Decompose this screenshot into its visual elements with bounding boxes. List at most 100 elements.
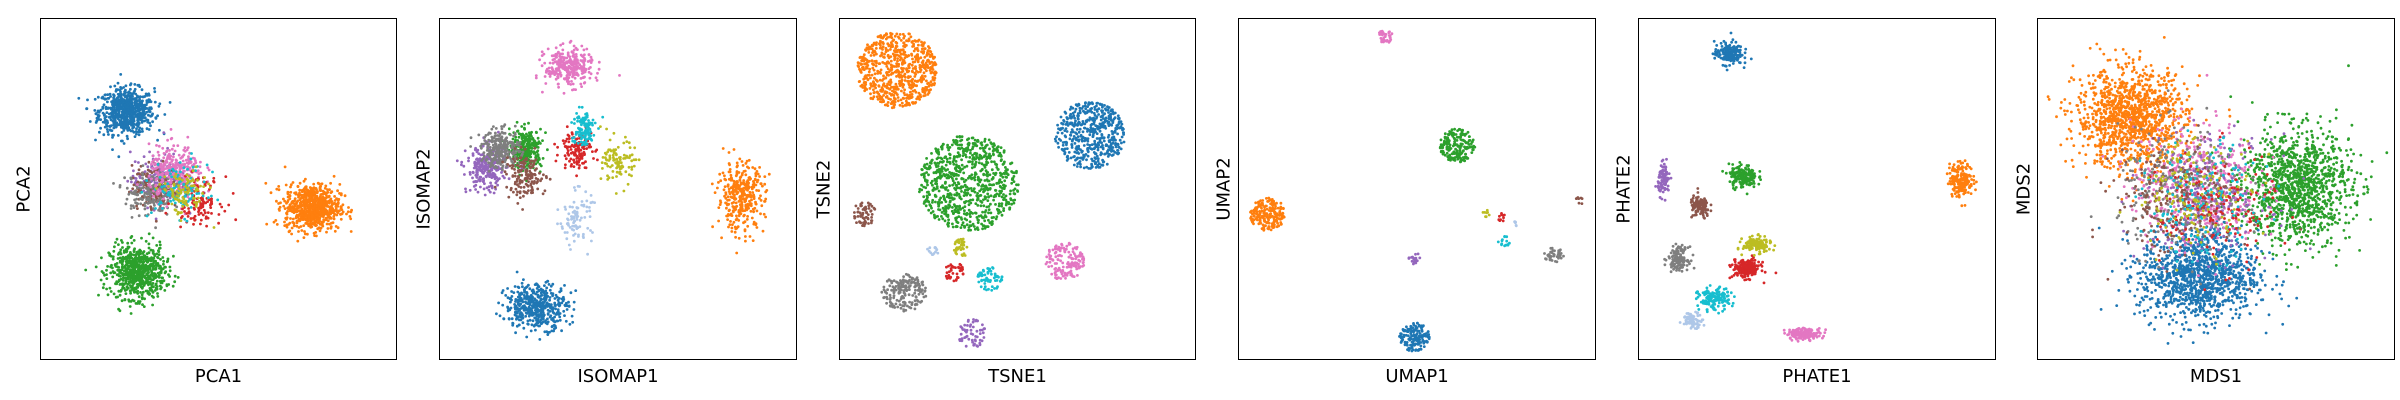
point bbox=[95, 116, 99, 120]
point bbox=[551, 317, 554, 320]
point bbox=[169, 137, 173, 141]
point bbox=[718, 203, 722, 207]
point bbox=[755, 170, 759, 173]
point bbox=[744, 239, 747, 243]
point bbox=[496, 178, 500, 182]
point bbox=[320, 182, 324, 186]
point bbox=[741, 194, 744, 198]
point bbox=[186, 195, 190, 199]
point bbox=[518, 304, 521, 308]
point bbox=[154, 217, 158, 221]
point bbox=[163, 184, 166, 188]
point bbox=[297, 230, 300, 233]
point bbox=[223, 209, 227, 213]
point bbox=[94, 112, 98, 116]
point bbox=[749, 209, 753, 213]
point bbox=[186, 165, 190, 168]
point bbox=[548, 75, 552, 78]
point bbox=[132, 97, 135, 101]
point bbox=[562, 58, 566, 62]
point bbox=[483, 193, 487, 197]
point bbox=[193, 218, 197, 222]
point bbox=[169, 172, 172, 176]
point bbox=[164, 270, 168, 274]
point bbox=[123, 289, 127, 292]
point bbox=[112, 133, 115, 137]
point bbox=[289, 217, 292, 220]
point bbox=[105, 111, 109, 114]
point bbox=[125, 261, 129, 265]
point bbox=[161, 146, 165, 150]
point bbox=[137, 113, 141, 117]
point bbox=[328, 188, 331, 192]
point bbox=[201, 213, 205, 217]
point bbox=[565, 56, 569, 60]
point bbox=[574, 46, 578, 50]
point bbox=[490, 168, 494, 172]
point bbox=[292, 224, 296, 228]
point bbox=[135, 201, 139, 205]
point bbox=[111, 136, 114, 139]
point bbox=[138, 265, 142, 269]
point bbox=[536, 136, 540, 140]
point bbox=[285, 212, 289, 216]
point bbox=[310, 199, 314, 202]
point bbox=[138, 258, 142, 262]
point bbox=[302, 224, 306, 228]
point bbox=[322, 209, 326, 212]
point bbox=[289, 185, 292, 189]
point bbox=[183, 180, 186, 184]
point bbox=[521, 321, 525, 325]
point bbox=[143, 297, 146, 301]
point bbox=[744, 173, 748, 177]
point bbox=[520, 291, 523, 295]
point bbox=[106, 130, 110, 134]
point bbox=[138, 176, 142, 180]
point bbox=[724, 178, 728, 182]
panel-isomap: ISOMAP1 ISOMAP2 bbox=[400, 0, 800, 400]
point bbox=[551, 294, 554, 298]
point bbox=[510, 290, 513, 293]
point bbox=[111, 113, 114, 117]
point bbox=[734, 184, 738, 187]
point bbox=[502, 317, 506, 321]
point bbox=[158, 273, 161, 277]
point bbox=[464, 190, 468, 194]
point bbox=[314, 187, 318, 191]
point bbox=[568, 322, 572, 326]
point bbox=[584, 68, 588, 72]
point bbox=[307, 224, 311, 228]
point bbox=[539, 287, 543, 291]
point bbox=[523, 289, 526, 293]
point bbox=[151, 303, 154, 307]
point bbox=[572, 300, 576, 304]
point bbox=[125, 116, 129, 120]
plot-area-isomap bbox=[439, 18, 797, 360]
point bbox=[333, 195, 336, 198]
point bbox=[105, 128, 109, 131]
point bbox=[303, 200, 306, 204]
plot-area-pca bbox=[40, 18, 397, 360]
point bbox=[749, 195, 753, 199]
point bbox=[305, 201, 308, 205]
point bbox=[552, 319, 556, 323]
point bbox=[335, 213, 339, 217]
point bbox=[312, 192, 316, 195]
point bbox=[527, 142, 531, 146]
point bbox=[736, 225, 740, 229]
point bbox=[531, 295, 534, 299]
point bbox=[131, 261, 135, 265]
point bbox=[511, 321, 515, 325]
point bbox=[763, 200, 766, 203]
point bbox=[752, 210, 755, 213]
point bbox=[132, 279, 135, 283]
point bbox=[498, 167, 502, 171]
point bbox=[192, 184, 196, 188]
point bbox=[544, 280, 548, 284]
point bbox=[147, 160, 151, 164]
point bbox=[178, 161, 182, 164]
point bbox=[94, 138, 97, 142]
point bbox=[269, 191, 273, 195]
point bbox=[177, 191, 180, 195]
point bbox=[528, 152, 532, 156]
